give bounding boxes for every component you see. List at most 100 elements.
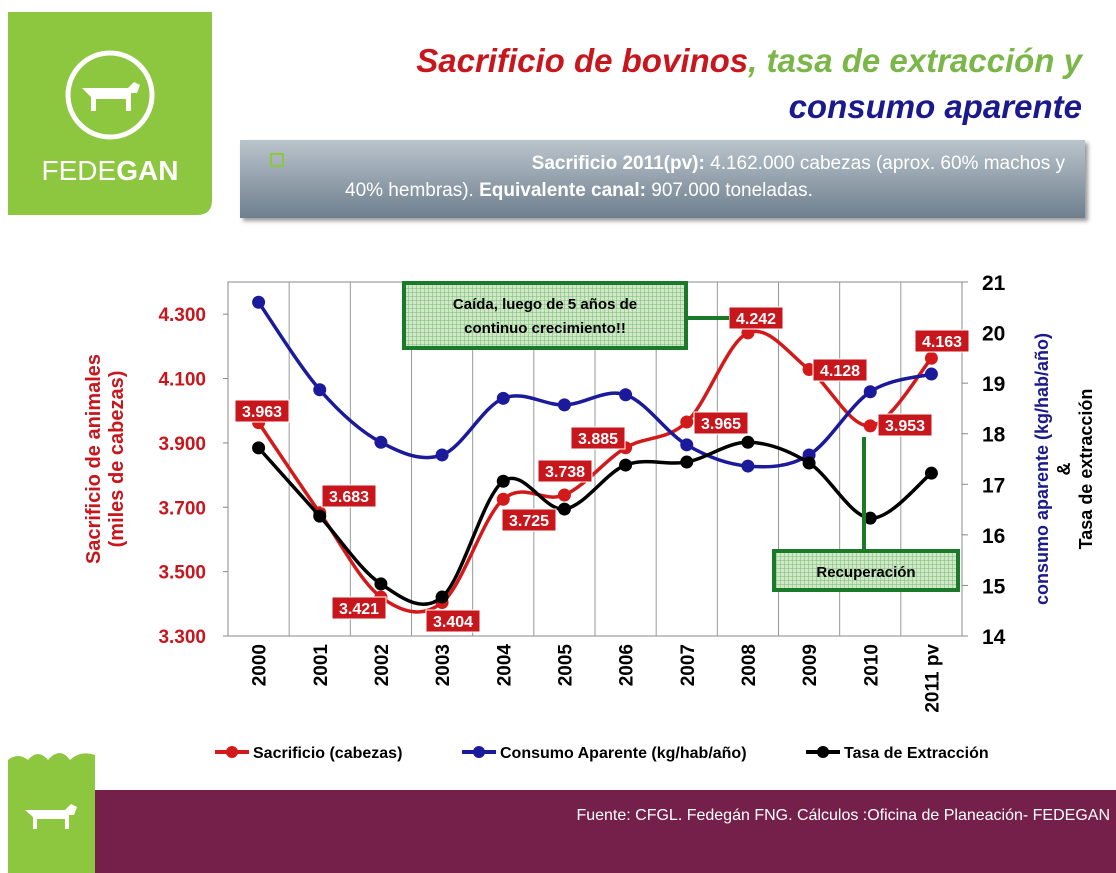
- y-tick-label: 4.300: [158, 305, 206, 326]
- data-point: [619, 388, 633, 402]
- data-point: [741, 459, 755, 473]
- y2-tick-label: 19: [982, 373, 1005, 396]
- x-tick-label: 2002: [372, 644, 393, 686]
- data-point: [863, 385, 877, 399]
- x-tick-label: 2006: [617, 644, 638, 686]
- footer-cow: [25, 804, 77, 829]
- title-part: consumo aparente: [788, 88, 1082, 125]
- x-tick-label: 2000: [250, 644, 271, 686]
- x-tick-label: 2008: [739, 644, 760, 686]
- data-point: [496, 474, 510, 488]
- logo-box: [8, 12, 212, 215]
- chart: 3.300 3.500 3.700 3.900 4.100 4.300 14 15 16 17 18…: [83, 272, 1096, 762]
- series-line: [257, 440, 933, 606]
- data-point: [680, 438, 694, 452]
- data-point: [924, 367, 938, 381]
- y2-tick-label: 14: [982, 626, 1006, 649]
- x-tick-label: 2005: [555, 644, 576, 687]
- legend-dot: [817, 746, 829, 758]
- legend-label: Tasa de Extracción: [844, 745, 989, 762]
- value-label-box: [914, 329, 970, 353]
- data-point: [252, 295, 266, 309]
- y2-axis-title: consumo aparente (kg/hab/año): [1032, 333, 1052, 605]
- source: Fuente: CFGL. Fedegán FNG. Cálculos :Ofi…: [576, 807, 1110, 824]
- value-label: 3.963: [242, 404, 282, 421]
- data-point: [680, 415, 694, 429]
- y-tick-label: 3.700: [158, 498, 206, 519]
- value-label-box: [812, 358, 868, 382]
- value-label-box: [321, 484, 377, 508]
- footer-band: [95, 790, 1116, 873]
- data-point: [802, 456, 816, 470]
- x-tick-label: 2003: [433, 644, 454, 686]
- data-point: [741, 435, 755, 449]
- value-label: 3.725: [509, 513, 549, 530]
- subtitle-text: 907.000 toneladas.: [645, 180, 813, 201]
- y-tick-label: 3.500: [158, 563, 206, 584]
- data-point: [435, 448, 449, 462]
- value-label: 3.738: [545, 464, 585, 481]
- subtitle-text: 4.162.000 cabezas (aprox. 60% machos y: [704, 153, 1065, 174]
- data-point: [863, 511, 877, 525]
- y2-tick-label: 18: [982, 424, 1006, 447]
- value-label: 4.242: [736, 311, 776, 328]
- logo-light: FEDE: [42, 155, 117, 186]
- annotation: Caída, luego de 5 años de: [453, 296, 637, 313]
- subtitle-bold: Equivalente canal:: [479, 180, 646, 201]
- value-label-box: [877, 413, 933, 437]
- subtitle-text: 40% hembras).: [345, 180, 480, 201]
- data-point: [557, 488, 571, 502]
- y-tick-label: 4.100: [158, 370, 206, 391]
- value-label-box: [537, 459, 593, 483]
- data-point: [496, 492, 510, 506]
- x-tick-label: 2001: [311, 644, 332, 687]
- value-label: 3.404: [433, 614, 473, 631]
- annotation-box: [772, 549, 960, 592]
- annotation: Recuperación: [816, 564, 915, 581]
- logo-cow: [82, 82, 140, 111]
- annotation-box: [402, 281, 688, 350]
- value-label: 4.128: [820, 363, 860, 380]
- value-label: 4.163: [922, 334, 962, 351]
- title: Sacrificio de bovinos, tasa de extracció…: [416, 38, 1082, 130]
- legend-dot: [226, 746, 238, 758]
- y2-tick-label: 16: [982, 525, 1005, 548]
- data-point: [313, 383, 327, 397]
- data-point: [374, 577, 388, 591]
- value-label: 3.885: [578, 431, 618, 448]
- x-tick-label: 2009: [800, 644, 821, 686]
- legend-dot: [473, 746, 485, 758]
- y2-tick-label: 15: [982, 575, 1006, 598]
- data-point: [924, 351, 938, 365]
- value-label-box: [234, 399, 290, 423]
- value-label: 3.421: [339, 601, 379, 618]
- data-point: [252, 441, 266, 455]
- y-axis-title: Sacrificio de animales(miles de cabezas): [83, 354, 128, 564]
- annotation: continuo crecimiento!!: [464, 320, 626, 337]
- data-point: [741, 326, 755, 340]
- title-part: Sacrificio de bovinos: [416, 42, 749, 79]
- subtitle-box: Sacrificio 2011(pv): 4.162.000 cabezas (…: [240, 140, 1085, 218]
- x-tick-label: 2004: [494, 644, 515, 687]
- logo-ring: [65, 50, 155, 140]
- y-tick-label: 3.900: [158, 434, 206, 455]
- value-label-box: [331, 596, 387, 620]
- data-point: [619, 458, 633, 472]
- y2-tick-label: 20: [982, 323, 1005, 346]
- bullet: [270, 153, 284, 167]
- value-label: 3.683: [329, 489, 369, 506]
- data-point: [802, 363, 816, 377]
- data-point: [374, 435, 388, 449]
- logo-bold: GAN: [116, 155, 178, 186]
- y2-tick-label: 21: [982, 272, 1006, 295]
- value-label-box: [501, 508, 557, 532]
- value-label-box: [570, 426, 626, 450]
- data-point: [680, 455, 694, 469]
- value-label: 3.953: [885, 418, 925, 435]
- y2-axis-title: &: [1054, 463, 1074, 476]
- subtitle-line: 40% hembras). Equivalente canal: 907.000…: [325, 177, 1065, 204]
- y-tick-label: 3.300: [158, 627, 206, 648]
- value-label: 3.965: [701, 416, 741, 433]
